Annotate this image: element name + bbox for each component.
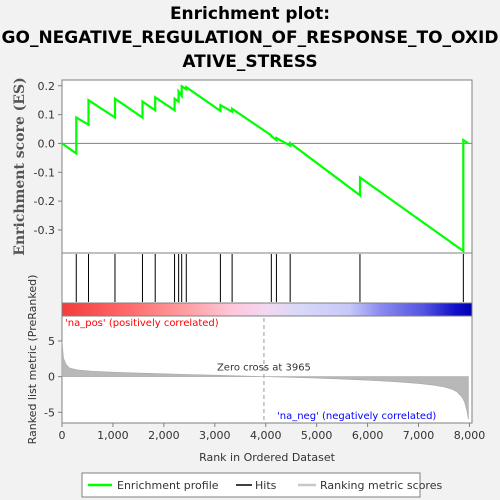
rank-ytick-label: -5 bbox=[44, 406, 55, 419]
ranking-metric-area bbox=[61, 340, 469, 420]
legend-profile-label: Enrichment profile bbox=[117, 479, 219, 492]
es-ytick-label: 0.2 bbox=[38, 80, 56, 93]
title-line-1: Enrichment plot: bbox=[169, 4, 331, 24]
rank-xtick-label: 4,000 bbox=[250, 429, 282, 442]
title-line-3: ATIVE_STRESS bbox=[182, 52, 318, 72]
rank-ytick-label: 5 bbox=[48, 335, 55, 348]
rank-xtick-label: 5,000 bbox=[301, 429, 333, 442]
rank-xtick-label: 2,000 bbox=[148, 429, 180, 442]
legend-ranking-label: Ranking metric scores bbox=[320, 479, 442, 492]
es-ytick-label: -0.2 bbox=[34, 195, 55, 208]
rank-xtick-label: 1,000 bbox=[97, 429, 129, 442]
title-line-2: GO_NEGATIVE_REGULATION_OF_RESPONSE_TO_OX… bbox=[1, 28, 499, 48]
legend-hits-label: Hits bbox=[255, 479, 277, 492]
es-ytick-label: 0.1 bbox=[38, 109, 56, 122]
ranked-panel-frame bbox=[61, 315, 473, 424]
es-ytick-label: -0.1 bbox=[34, 166, 55, 179]
rank-xtick-label: 8,000 bbox=[454, 429, 486, 442]
hits-panel-frame bbox=[61, 252, 473, 304]
es-ylabel: Enrichment score (ES) bbox=[12, 77, 28, 255]
zero-cross-label: Zero cross at 3965 bbox=[217, 363, 311, 374]
es-ytick-label: 0.0 bbox=[38, 137, 56, 150]
rank-xtick-label: 3,000 bbox=[199, 429, 231, 442]
rank-ytick-label: 0 bbox=[48, 371, 55, 384]
es-ytick-label: -0.3 bbox=[34, 224, 55, 237]
rank-xlabel: Rank in Ordered Dataset bbox=[199, 451, 336, 464]
rank-xtick-label: 0 bbox=[59, 429, 66, 442]
rank-ylabel: Ranked list metric (PreRanked) bbox=[26, 275, 39, 445]
plot-title: Enrichment plot: GO_NEGATIVE_REGULATION_… bbox=[0, 2, 500, 74]
es-panel-frame bbox=[61, 79, 473, 254]
enrichment-profile-line bbox=[61, 84, 470, 254]
neg-corr-label: 'na_neg' (negatively correlated) bbox=[277, 411, 436, 422]
pos-corr-label: 'na_pos' (positively correlated) bbox=[65, 318, 219, 329]
rank-xtick-label: 7,000 bbox=[403, 429, 435, 442]
rank-xtick-label: 6,000 bbox=[352, 429, 384, 442]
ranking-color-bar bbox=[61, 302, 473, 317]
